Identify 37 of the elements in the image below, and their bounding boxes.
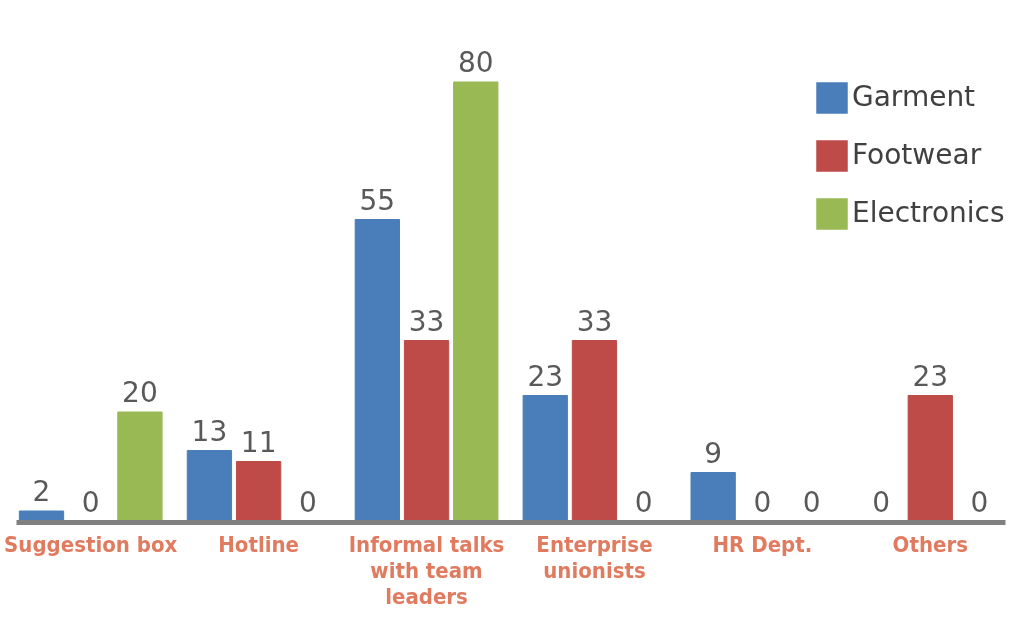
data-label: 0 (970, 486, 989, 519)
data-label: 9 (704, 436, 723, 470)
x-tick-label: Suggestion box (4, 531, 178, 557)
data-label: 0 (634, 486, 653, 519)
x-tick-label: Informal talks with team leaders (348, 531, 505, 609)
bar (117, 411, 163, 523)
bar (354, 219, 400, 523)
bar (571, 340, 618, 523)
data-label: 80 (457, 46, 494, 79)
data-label: 13 (191, 414, 228, 448)
bar (907, 395, 953, 523)
data-label: 33 (408, 304, 445, 338)
legend-label: Electronics (852, 196, 1005, 229)
data-label: 20 (122, 376, 158, 409)
data-label: 0 (298, 486, 317, 519)
bar (453, 81, 499, 523)
x-tick-label: HR Dept. (712, 531, 813, 557)
bar (690, 472, 736, 523)
data-label: 23 (912, 359, 949, 393)
x-tick-label: Enterprise unionists (536, 531, 653, 583)
data-label: 0 (802, 486, 821, 519)
data-label: 2 (32, 475, 51, 508)
x-tick-label: Others (892, 531, 968, 557)
x-tick-label: Hotline (218, 531, 299, 557)
data-label: 55 (359, 183, 396, 217)
legend-label: Garment (852, 80, 976, 113)
data-label: 11 (240, 425, 277, 459)
data-label: 33 (576, 304, 613, 338)
legend-label: Footwear (852, 138, 982, 171)
bar (522, 395, 568, 523)
data-label: 23 (527, 359, 564, 393)
data-label: 0 (872, 486, 890, 519)
bar (235, 461, 282, 523)
bar (403, 340, 450, 523)
data-label: 0 (753, 486, 772, 519)
data-label: 0 (81, 486, 100, 519)
bar (186, 450, 233, 523)
